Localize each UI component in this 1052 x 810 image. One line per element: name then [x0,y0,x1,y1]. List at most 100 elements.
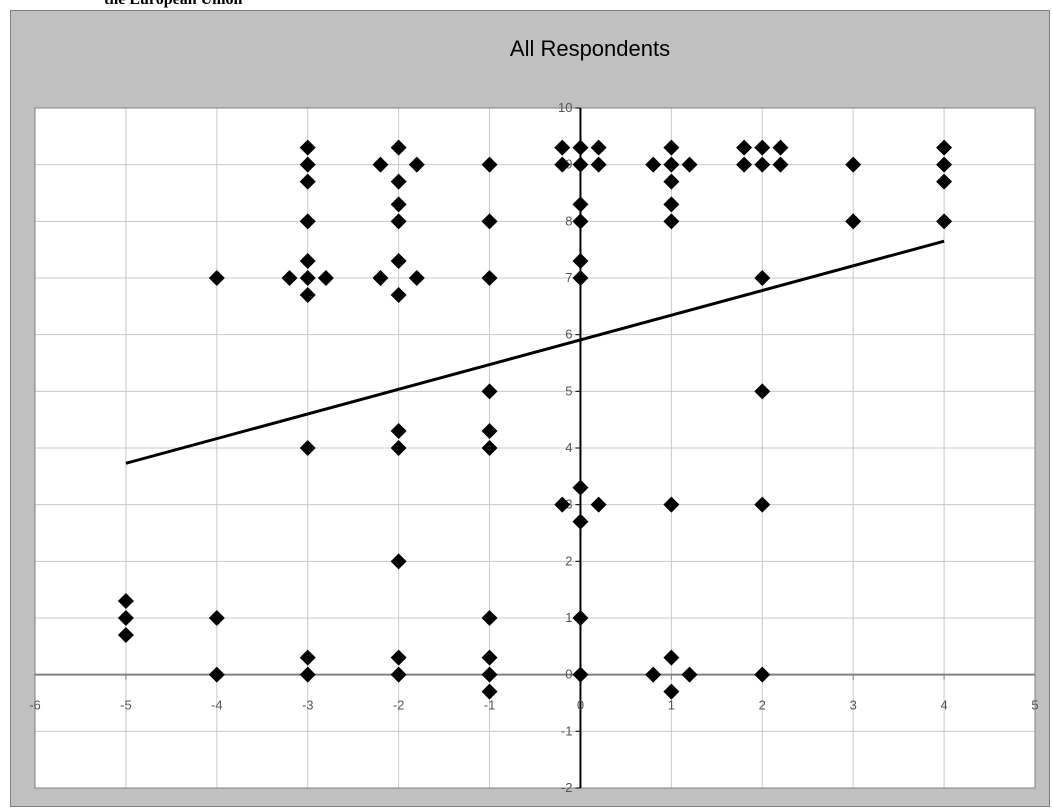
y-tick-label: 4 [565,440,572,455]
x-tick-label: 1 [668,698,675,713]
plot-border [34,107,1036,789]
data-point-diamond [572,270,589,286]
x-tick-label: -3 [302,698,314,713]
data-point-diamond [845,213,862,230]
data-point-diamond [936,213,953,230]
data-point-diamond [481,383,498,400]
data-point-diamond [299,173,316,190]
data-point-diamond [845,156,862,173]
data-point-diamond [299,139,316,156]
data-point-diamond [390,553,407,570]
y-tick-label: 10 [558,100,572,115]
data-point-diamond [390,666,407,683]
chart-frame: All Respondents -6 -5 -4 -3 -2 -1 0 1 2 3 4 5 -2 -1 0 1… [10,10,1050,807]
data-point-diamond [481,213,498,230]
data-point-diamond [663,683,680,700]
data-point-diamond [572,196,589,213]
data-point-diamond [590,496,607,513]
data-point-diamond [372,156,389,173]
data-point-diamond [754,156,771,173]
data-point-diamond [572,479,589,496]
data-point-diamond [281,270,298,286]
data-point-diamond [754,270,771,286]
data-point-diamond [408,270,425,286]
data-point-diamond [390,253,407,269]
data-point-diamond [299,666,316,683]
data-point-diamond [590,156,607,173]
data-point-diamond [572,666,589,683]
data-point-diamond [663,156,680,173]
data-point-diamond [408,156,425,173]
data-point-diamond [390,213,407,230]
x-tick-label: -4 [211,698,223,713]
y-tick-label: -2 [561,780,573,795]
data-point-diamond [208,666,225,683]
data-point-diamond [663,139,680,156]
data-point-diamond [554,156,571,173]
data-point-diamond [208,270,225,286]
data-point-diamond [299,440,316,456]
data-point-diamond [390,423,407,439]
y-tick-label: 6 [565,327,572,342]
page-heading: the European Union [104,0,242,9]
trendline-layer [125,239,945,465]
data-point-diamond [390,440,407,456]
x-tick-label: 5 [1031,698,1038,713]
trendline [125,239,945,465]
data-point-diamond [317,270,334,286]
data-point-diamond [299,253,316,269]
data-point-diamond [481,440,498,456]
data-point-diamond [481,666,498,683]
data-point-diamond [936,173,953,190]
data-point-diamond [481,270,498,286]
data-point-diamond [554,496,571,513]
x-tick-label: -5 [120,698,132,713]
data-point-diamond [390,287,407,303]
data-point-diamond [117,593,134,609]
chart-title: All Respondents [510,36,670,61]
data-point-diamond [572,610,589,626]
scatter-chart: All Respondents -6 -5 -4 -3 -2 -1 0 1 2 3 4 5 -2 -1 0 1… [29,36,1038,795]
data-point-diamond [772,139,789,156]
data-point-diamond [663,173,680,190]
data-point-diamond [572,253,589,269]
data-point-diamond [772,156,789,173]
data-point-diamond [663,213,680,230]
data-point-diamond [572,139,589,156]
data-point-diamond [481,610,498,626]
data-point-diamond [736,139,753,156]
x-tick-label: -2 [393,698,405,713]
y-tick-label: 8 [565,213,572,228]
data-point-diamond [299,270,316,286]
y-tick-label: 0 [565,667,572,682]
data-point-diamond [208,610,225,626]
data-point-diamond [754,496,771,513]
x-tick-label: 2 [759,698,766,713]
data-point-diamond [554,139,571,156]
data-point-diamond [663,649,680,666]
y-tick-label: 7 [565,270,572,285]
data-point-diamond [299,649,316,666]
data-point-diamond [645,666,662,683]
y-tick-label: 1 [565,610,572,625]
data-point-diamond [299,213,316,230]
data-point-diamond [736,156,753,173]
data-point-diamond [936,139,953,156]
data-point-diamond [754,383,771,400]
x-tick-label: 0 [577,698,584,713]
data-point-diamond [390,139,407,156]
y-tick-label: 5 [565,383,572,398]
data-point-diamond [681,666,698,683]
data-point-diamond [572,156,589,173]
data-point-diamond [372,270,389,286]
data-points [117,139,953,700]
data-point-diamond [663,496,680,513]
data-point-diamond [663,196,680,213]
data-point-diamond [390,173,407,190]
x-tick-label: 4 [940,698,947,713]
data-point-diamond [645,156,662,173]
data-point-diamond [481,649,498,666]
data-point-diamond [390,196,407,213]
data-point-diamond [936,156,953,173]
y-tick-label: -1 [561,723,573,738]
